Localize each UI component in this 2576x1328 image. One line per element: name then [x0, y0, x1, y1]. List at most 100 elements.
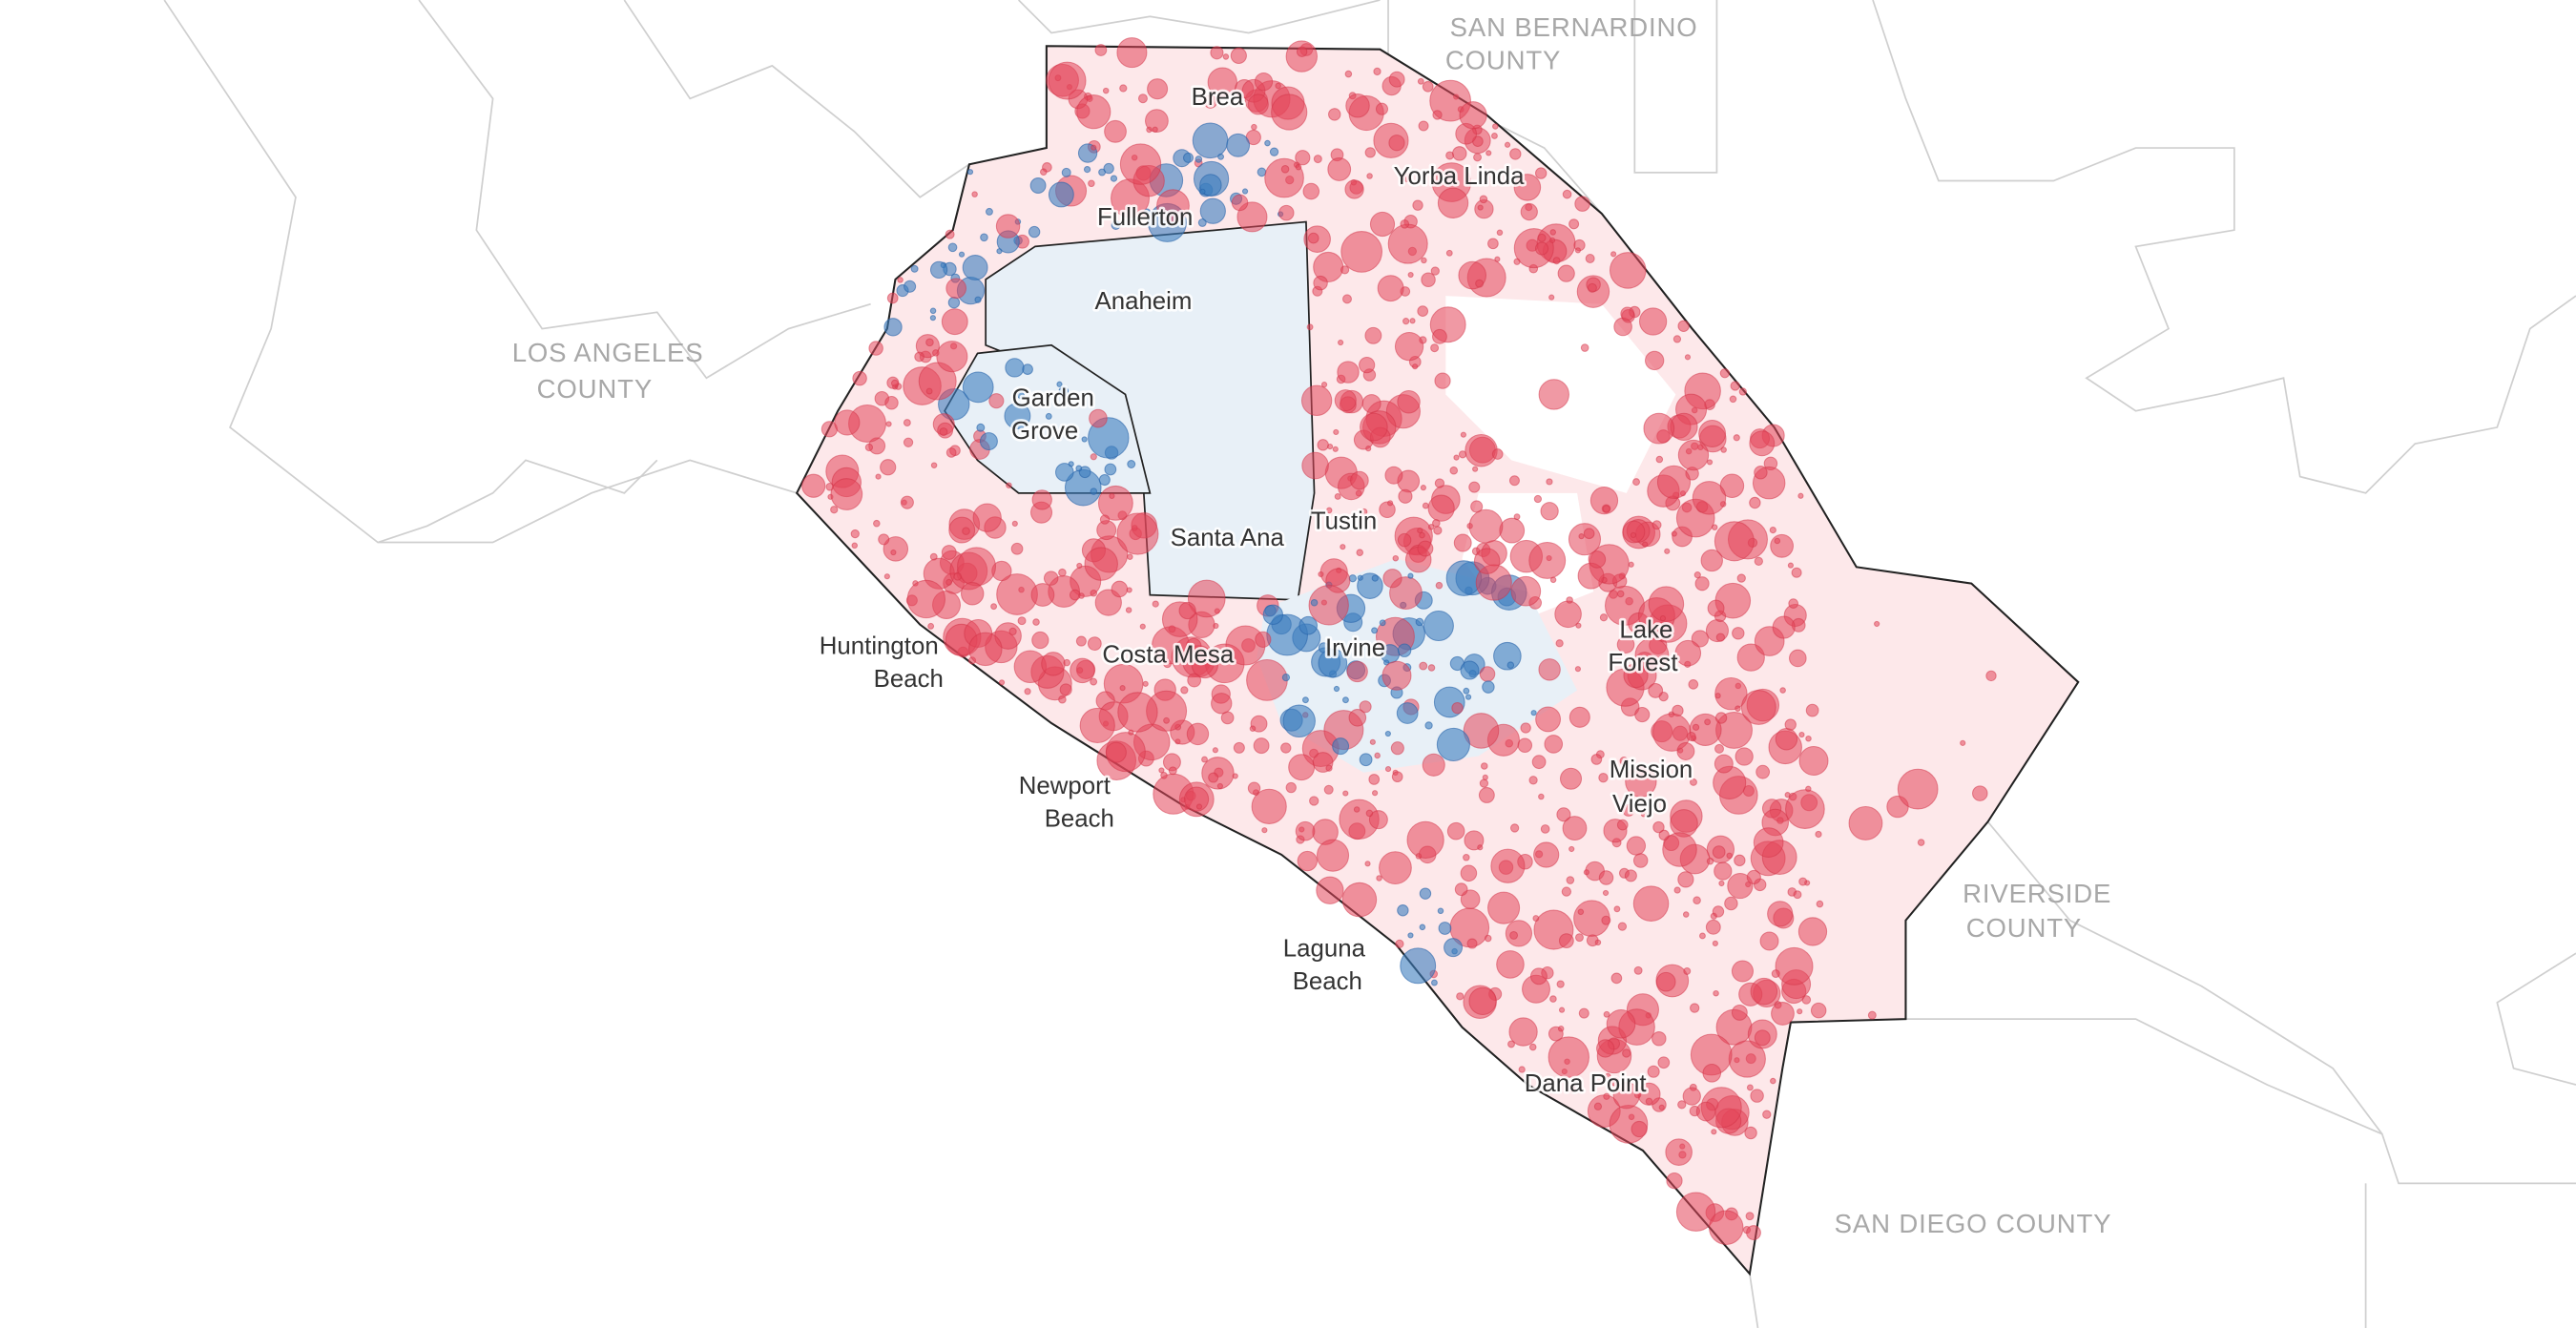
- bubble: [1297, 850, 1318, 872]
- county-label: SAN BERNARDINO: [1450, 12, 1698, 42]
- bubble: [1538, 379, 1569, 410]
- bubble: [1076, 94, 1111, 130]
- city-label: Beach: [1293, 968, 1362, 995]
- bubble: [1419, 661, 1428, 671]
- bubble: [1432, 328, 1447, 344]
- bubble: [985, 207, 993, 216]
- bubble: [962, 371, 994, 404]
- bubble: [1382, 569, 1402, 589]
- bubble: [1211, 693, 1233, 715]
- bubble: [1588, 550, 1607, 569]
- bubble: [945, 229, 955, 239]
- bubble: [1063, 658, 1071, 667]
- bubble: [1520, 202, 1538, 221]
- bubble: [1466, 938, 1478, 949]
- bubble: [850, 529, 860, 539]
- bubble: [1767, 901, 1794, 927]
- bubble: [1083, 165, 1091, 174]
- bubble: [1418, 120, 1429, 132]
- bubble: [1407, 572, 1414, 579]
- bubble: [1482, 774, 1488, 780]
- bubble: [1460, 660, 1480, 680]
- bubble: [1337, 361, 1360, 384]
- bubble: [1316, 876, 1344, 904]
- bubble: [1746, 1225, 1761, 1241]
- bubble: [1010, 542, 1024, 555]
- bubble: [1658, 829, 1670, 841]
- bubble: [1558, 933, 1574, 949]
- bubble: [1677, 320, 1690, 332]
- bubble: [1729, 395, 1737, 404]
- bubble: [1638, 307, 1668, 336]
- bubble: [1460, 431, 1467, 438]
- bubbles: [801, 37, 1997, 1246]
- bubble: [1182, 152, 1194, 163]
- bubble: [1655, 971, 1676, 992]
- bubble: [1549, 229, 1557, 236]
- bubble: [1692, 723, 1700, 731]
- bubble: [1168, 766, 1177, 776]
- bubble: [1733, 434, 1740, 442]
- bubble: [1361, 394, 1381, 414]
- bubble: [1598, 870, 1614, 885]
- bubble: [1369, 211, 1396, 238]
- bubble: [1510, 575, 1542, 607]
- bubble: [1601, 915, 1611, 925]
- bubble: [1652, 1031, 1667, 1047]
- bubble: [947, 296, 961, 309]
- bubble: [1575, 622, 1582, 629]
- city-label: Dana Point: [1525, 1070, 1647, 1097]
- bubble: [834, 409, 861, 436]
- bubble: [1549, 995, 1557, 1003]
- city-label: Viejo: [1612, 791, 1667, 818]
- bubble: [1387, 500, 1394, 507]
- bubble: [1232, 773, 1238, 779]
- bubble: [1210, 46, 1224, 60]
- bubble: [1377, 275, 1404, 302]
- bubble: [1610, 251, 1617, 258]
- bubble: [1285, 781, 1297, 794]
- bubble: [1191, 651, 1218, 679]
- bubble: [1673, 886, 1681, 894]
- bubble: [1255, 631, 1272, 648]
- city-label: Newport: [1019, 773, 1111, 799]
- bubble: [1423, 611, 1454, 642]
- bubble: [1075, 635, 1087, 647]
- bubble: [1505, 920, 1533, 947]
- bubble: [1672, 335, 1682, 343]
- bubble: [1199, 188, 1206, 195]
- bubble: [1301, 696, 1309, 704]
- bubble: [1724, 896, 1738, 911]
- bubble: [941, 308, 968, 336]
- bubble: [1528, 1043, 1537, 1051]
- bubble: [929, 260, 948, 280]
- boundary: [623, 0, 970, 198]
- bubble: [1327, 157, 1352, 181]
- bubble: [945, 578, 953, 586]
- bubble: [1630, 531, 1637, 539]
- bubble: [1714, 712, 1728, 724]
- bubble: [1513, 513, 1521, 521]
- bubble: [1559, 767, 1583, 790]
- bubble: [1599, 613, 1609, 622]
- bubble: [1233, 741, 1245, 754]
- bubble: [1770, 533, 1795, 558]
- bubble: [1075, 465, 1083, 472]
- bubble: [1960, 739, 1966, 746]
- bubble: [1552, 257, 1561, 265]
- bubble: [1383, 659, 1390, 666]
- bubble: [1004, 403, 1031, 429]
- bubble: [1546, 478, 1553, 486]
- bubble: [1432, 519, 1441, 528]
- bubble: [1031, 489, 1052, 510]
- bubble: [1632, 478, 1641, 487]
- bubble: [1438, 922, 1452, 935]
- bubble: [801, 473, 826, 498]
- bubble: [1534, 167, 1548, 179]
- bubble: [1508, 475, 1520, 487]
- boundary: [1749, 1183, 2367, 1328]
- bubble: [1119, 685, 1126, 692]
- bubble: [1402, 172, 1412, 182]
- bubble: [1391, 771, 1403, 783]
- bubble: [1350, 470, 1369, 490]
